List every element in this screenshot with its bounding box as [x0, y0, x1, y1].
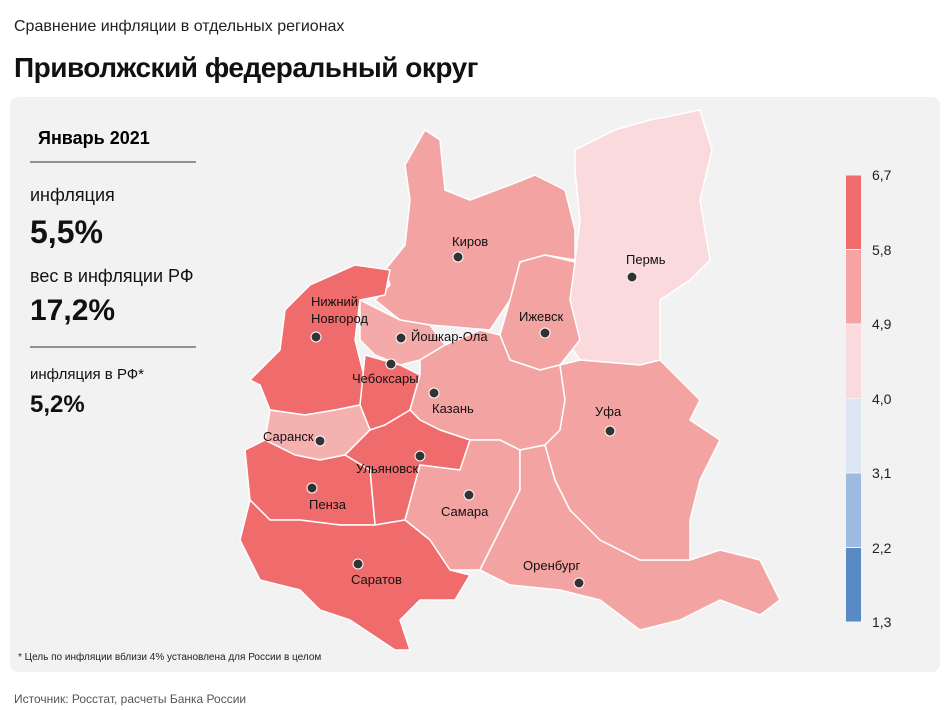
legend-tick-label: 1,3 — [872, 614, 892, 630]
inflation-label: инфляция — [30, 185, 115, 205]
city-label: Нижний Новгород — [311, 294, 368, 326]
city-dot — [463, 489, 475, 501]
city-dot — [314, 435, 326, 447]
weight-label: вес в инфляции РФ — [30, 266, 194, 286]
city-dot — [395, 332, 407, 344]
region-perm — [559, 109, 713, 366]
city-dot — [428, 387, 440, 399]
legend-bin — [846, 249, 861, 324]
city-dot — [310, 331, 322, 343]
legend-tick-label: 5,8 — [872, 241, 892, 258]
city-label: Оренбург — [523, 558, 581, 573]
weight-value: 17,2% — [30, 294, 116, 327]
city-dot — [604, 425, 616, 437]
city-label: Саранск — [263, 429, 314, 444]
legend-bin — [846, 175, 861, 250]
legend-tick-label: 4,0 — [872, 390, 892, 407]
city-dot — [306, 482, 318, 494]
city-label: Чебоксары — [352, 371, 419, 386]
city-label: Казань — [432, 401, 474, 416]
legend-bin — [846, 547, 861, 622]
city-label: Ижевск — [519, 309, 564, 324]
city-dot — [452, 251, 464, 263]
legend-tick-label: 4,9 — [872, 316, 892, 332]
city-dot — [539, 327, 551, 339]
city-label: Самара — [441, 504, 489, 519]
region-ufa — [544, 359, 721, 561]
legend-tick-label: 3,1 — [872, 465, 892, 481]
footnote: * Цель по инфляции вблизи 4% установлена… — [18, 652, 322, 663]
legend-bin — [846, 473, 861, 548]
legend-tick-label: 2,2 — [872, 539, 892, 556]
city-dot — [352, 558, 364, 570]
city-dot — [573, 577, 585, 589]
city-dot — [626, 271, 638, 283]
city-label: Йошкар-Ола — [411, 329, 488, 344]
city-dot — [414, 450, 426, 462]
city-label: Саратов — [351, 572, 402, 587]
title: Приволжский федеральный округ — [14, 52, 478, 83]
period: Январь 2021 — [38, 128, 150, 148]
city-label: Пермь — [626, 252, 666, 267]
region-orenburg — [479, 444, 781, 631]
inflation-value: 5,5% — [30, 214, 103, 250]
rf-label: инфляция в РФ* — [30, 366, 145, 383]
source: Источник: Росстат, расчеты Банка России — [14, 692, 247, 706]
city-label: Уфа — [595, 404, 622, 419]
city-label: Киров — [452, 234, 489, 249]
legend-tick-label: 6,7 — [872, 167, 892, 183]
legend-bin — [846, 324, 861, 399]
legend-bin — [846, 398, 861, 473]
city-label: Пенза — [309, 497, 346, 512]
city-label: Ульяновск — [356, 461, 419, 476]
subtitle: Сравнение инфляции в отдельных регионах — [14, 18, 345, 35]
region-saratov — [239, 499, 471, 651]
city-dot — [385, 358, 397, 370]
rf-value: 5,2% — [30, 391, 85, 418]
